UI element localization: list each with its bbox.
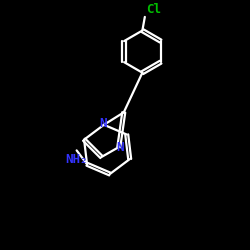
Text: Cl: Cl xyxy=(146,3,161,16)
Text: N: N xyxy=(99,117,106,130)
Text: N: N xyxy=(116,140,124,153)
Text: NH₂: NH₂ xyxy=(66,153,88,166)
